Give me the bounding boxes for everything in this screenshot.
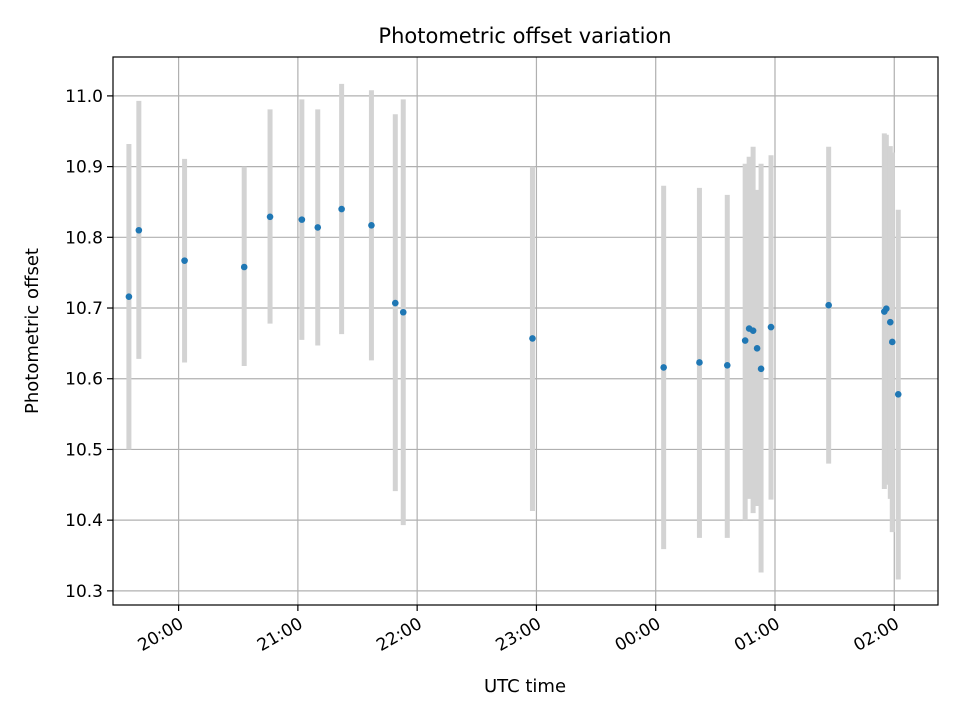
y-axis-ticks: 10.3 10.4 10.5 10.6 10.7 10.8 10.9 11.0 — [65, 87, 113, 602]
data-point — [767, 323, 775, 331]
y-tick-label: 10.9 — [65, 158, 103, 178]
data-point — [125, 293, 133, 301]
data-point — [660, 364, 667, 371]
data-point — [741, 337, 749, 344]
data-point — [825, 301, 832, 309]
data-point — [886, 318, 894, 326]
data-point — [266, 213, 274, 221]
chart-title: Photometric offset variation — [378, 24, 671, 48]
data-point — [240, 263, 248, 271]
data-point — [749, 327, 757, 334]
data-point — [894, 390, 902, 398]
data-point — [135, 226, 143, 234]
data-point — [181, 257, 188, 264]
plot-frame — [112, 56, 939, 606]
data-point — [314, 224, 322, 231]
grid-lines — [113, 57, 938, 605]
data-point — [696, 359, 703, 366]
data-point — [888, 338, 896, 346]
data-point — [883, 305, 890, 313]
y-tick-label: 11.0 — [65, 87, 103, 107]
data-points — [125, 205, 902, 398]
y-tick-label: 10.4 — [65, 511, 103, 531]
data-point — [723, 361, 731, 369]
data-point — [529, 335, 536, 342]
data-point — [753, 345, 761, 352]
data-point — [399, 308, 407, 316]
y-tick-label: 10.3 — [65, 582, 103, 602]
y-tick-label: 10.5 — [65, 440, 103, 460]
data-point — [338, 205, 345, 213]
x-axis-label: UTC time — [484, 676, 566, 697]
y-tick-label: 10.6 — [65, 370, 103, 390]
y-tick-label: 10.7 — [65, 299, 103, 319]
data-point — [298, 216, 306, 223]
y-tick-label: 10.8 — [65, 228, 103, 248]
y-axis-label: Photometric offset — [22, 248, 43, 414]
data-point — [368, 221, 375, 229]
data-point — [391, 299, 399, 307]
data-point — [757, 365, 765, 373]
